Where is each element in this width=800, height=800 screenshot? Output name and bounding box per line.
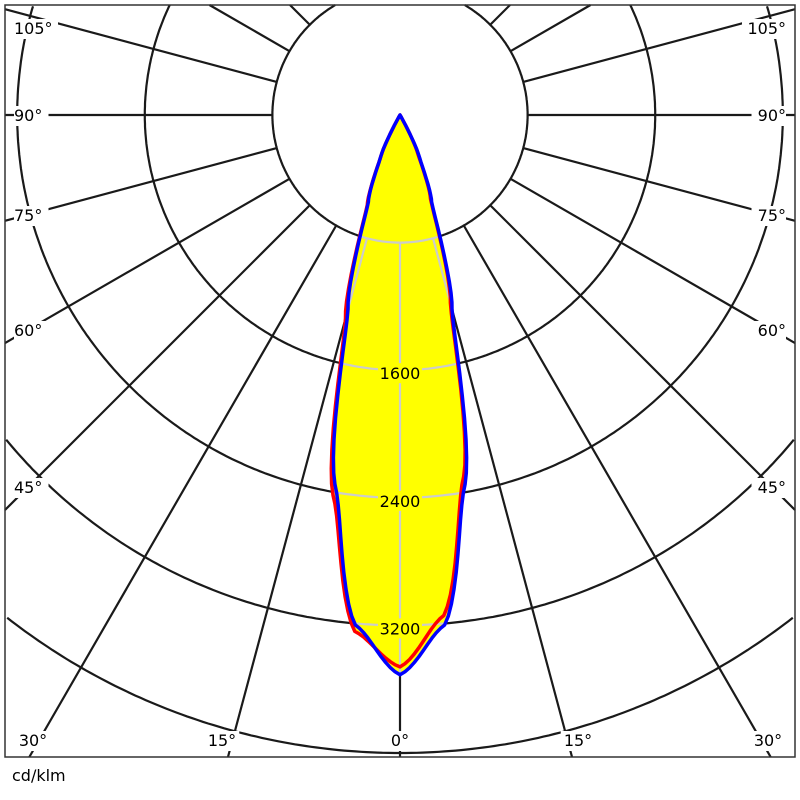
angle-label-left-bg <box>14 206 49 226</box>
angle-label-left-bg <box>14 321 49 341</box>
angle-label-bottom: 30° <box>754 731 782 750</box>
series-curve-1 <box>331 113 469 677</box>
angle-label-bottom-bg <box>750 731 786 751</box>
angle-label-bottom: 30° <box>19 731 47 750</box>
grid-radial-line <box>509 177 796 345</box>
angle-label-bottom: 15° <box>564 731 592 750</box>
grid-radial-line <box>208 4 291 53</box>
angle-label-left: 45° <box>14 478 42 497</box>
angle-label-right-bg <box>751 321 786 341</box>
grid-radial-line <box>509 4 592 53</box>
grid-radial-line <box>4 204 311 511</box>
grid-radial-line <box>489 204 796 511</box>
angle-label-bottom-bg <box>204 731 240 751</box>
angle-label-bottom-bg <box>15 731 51 751</box>
angle-label-left-bg <box>14 478 49 498</box>
angle-label-right: 60° <box>758 321 786 340</box>
angle-label-bottom: 0° <box>391 731 409 750</box>
angle-label-right: 90° <box>758 106 786 125</box>
angle-label-left-bg <box>14 19 58 39</box>
grid-radial-line <box>4 146 278 222</box>
grid-radial-line <box>28 224 338 758</box>
angle-label-left: 75° <box>14 206 42 225</box>
ring-label-bg <box>378 618 422 639</box>
angle-label-right: 75° <box>758 206 786 225</box>
angle-label-bottom: 15° <box>208 731 236 750</box>
grid-radial-line <box>4 177 291 345</box>
grid-radial-line <box>462 224 772 758</box>
unit-label: cd/klm <box>12 766 66 785</box>
chart-frame <box>4 4 796 758</box>
grid-radial-line <box>522 146 796 222</box>
angle-label-left: 60° <box>14 321 42 340</box>
ring-label-bg <box>378 490 422 511</box>
ring-label-1600: 1600 <box>380 364 421 383</box>
angle-label-bottom-bg <box>387 731 413 751</box>
angle-label-left-bg <box>14 106 49 126</box>
grid-radial-line <box>431 237 574 758</box>
angle-label-left: 90° <box>14 106 42 125</box>
angle-label-left: 105° <box>14 19 53 38</box>
angle-label-bottom-bg <box>560 731 596 751</box>
angle-label-right-bg <box>751 106 786 126</box>
ring-label-2400: 2400 <box>380 492 421 511</box>
ring-label-3200: 3200 <box>380 619 421 638</box>
angle-label-right: 105° <box>747 19 786 38</box>
grid-group <box>4 4 796 758</box>
angle-label-right-bg <box>751 206 786 226</box>
angle-label-right-bg <box>751 478 786 498</box>
grid-radial-line <box>489 4 511 26</box>
grid-radial-line <box>289 4 311 26</box>
angle-label-right-bg <box>742 19 786 39</box>
angle-label-right: 45° <box>758 478 786 497</box>
ring-label-bg <box>378 363 422 384</box>
